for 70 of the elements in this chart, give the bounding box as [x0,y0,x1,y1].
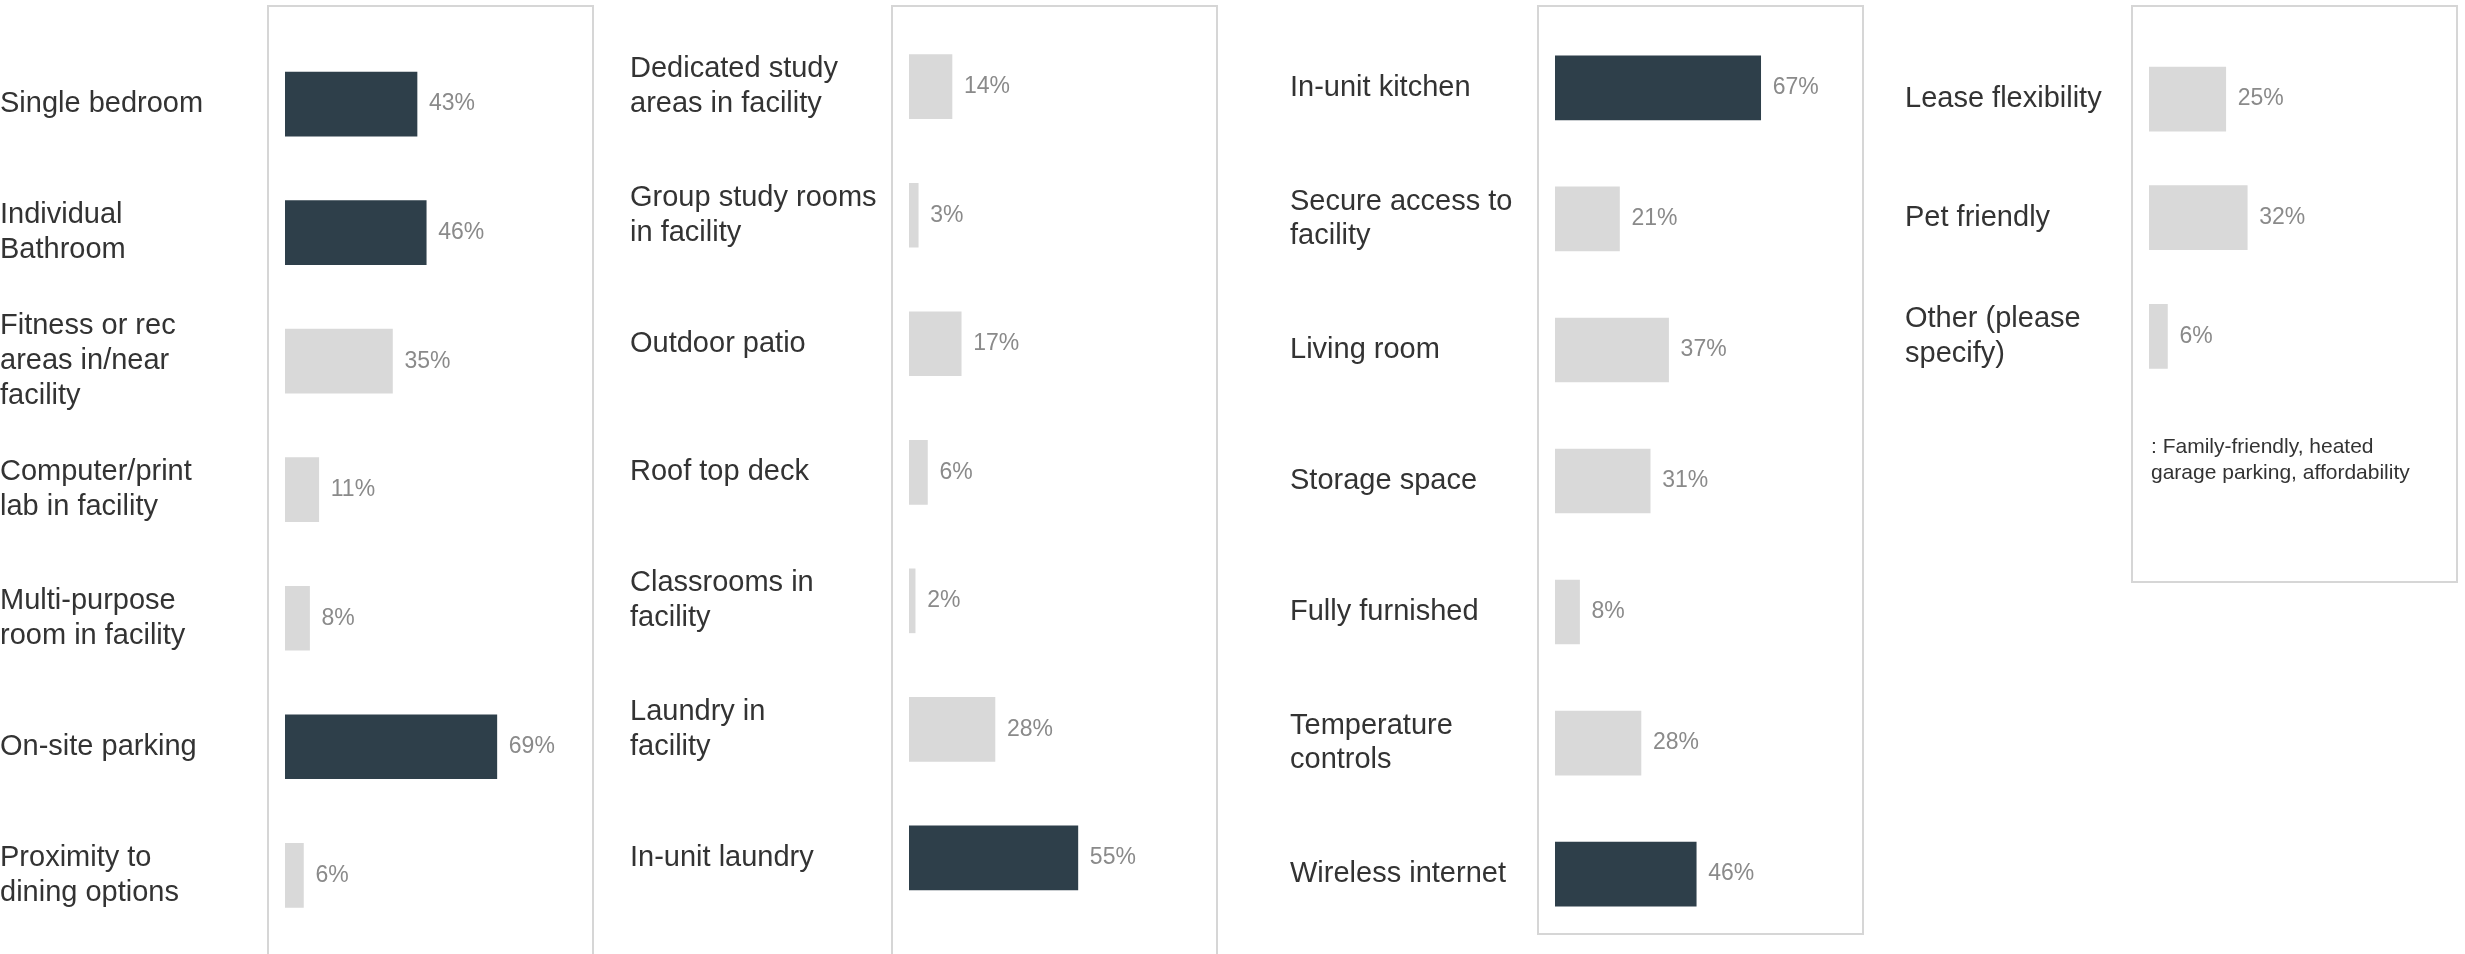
bar [285,200,427,265]
y-tick-label: Single bedroom [0,86,204,119]
data-label: 46% [1708,859,1755,886]
y-tick-label: Roof top deck [630,454,810,487]
y-tick-label: In-unit laundry [630,839,815,872]
y-tick-label: Secure access to facility [1290,183,1513,251]
bar [285,457,320,523]
data-label: 43% [429,89,476,116]
y-tick-label: Individual Bathroom [0,197,126,265]
y-tick-label: Multi-purpose room in facility [0,582,186,650]
bar [285,328,393,394]
y-tick-label: Group study rooms in facility [630,179,877,247]
data-label: 28% [1006,714,1054,741]
data-label: 55% [1089,843,1136,870]
data-label: 67% [1772,73,1819,100]
data-label: 2% [927,586,961,613]
y-tick-label: Storage space [1290,463,1478,495]
bar [1555,186,1620,252]
data-label: 32% [2259,203,2306,230]
y-tick-label: In-unit kitchen [1290,69,1471,102]
y-tick-label: Classrooms in facility [630,565,814,633]
bar [909,439,928,505]
data-label: 6% [2179,321,2213,348]
y-tick-label: Proximity to dining options [0,839,179,907]
y-tick-label: Lease flexibility [1905,81,2103,114]
data-label: 8% [321,603,355,630]
bar [1555,841,1697,907]
bar [909,182,919,248]
bar [285,585,310,651]
text: : Family-friendly, heated garage parking, affordability [2151,433,2411,486]
y-tick-label: Wireless internet [1290,856,1506,889]
y-tick-label: Dedicated study areas in facility [630,51,839,119]
y-tick-label: Fully furnished [1290,594,1479,627]
data-label: 46% [438,217,485,244]
data-label: 8% [1591,597,1625,624]
data-label: 35% [404,346,451,373]
y-tick-label: Other (please specify) [1905,300,2081,368]
data-label: 3% [930,200,964,227]
data-label: 69% [508,732,555,759]
bar [1555,55,1762,121]
data-label: 11% [330,475,376,502]
data-label: 17% [973,329,1020,356]
bar [909,568,916,634]
y-tick-label: Living room [1290,331,1440,364]
y-tick-label: Outdoor patio [630,325,806,358]
y-tick-label: On-site parking [0,728,197,761]
y-tick-label: Fitness or rec areas in/near facility [0,308,176,410]
bar [909,825,1079,891]
data-label: 28% [1652,728,1700,755]
bar [285,714,498,780]
y-tick-label: Temperature controls [1290,707,1453,775]
bar [285,843,304,908]
y-tick-label: Computer/print lab in facility [0,454,192,522]
data-label: 21% [1631,204,1678,231]
bar [1555,317,1669,383]
bar [285,71,418,137]
bar [1555,579,1580,645]
bar [1555,710,1642,776]
y-tick-label: Pet friendly [1905,199,2051,232]
bar [909,311,962,377]
data-label: 6% [315,860,349,887]
data-label: 37% [1680,335,1727,362]
data-label: 6% [939,457,973,484]
y-tick-label: Laundry in facility [630,693,766,761]
bar [909,54,953,119]
bar [909,697,996,762]
bar [1555,448,1651,514]
data-label: 25% [2237,84,2284,111]
data-label: 14% [963,72,1011,99]
data-label: 31% [1662,466,1709,493]
